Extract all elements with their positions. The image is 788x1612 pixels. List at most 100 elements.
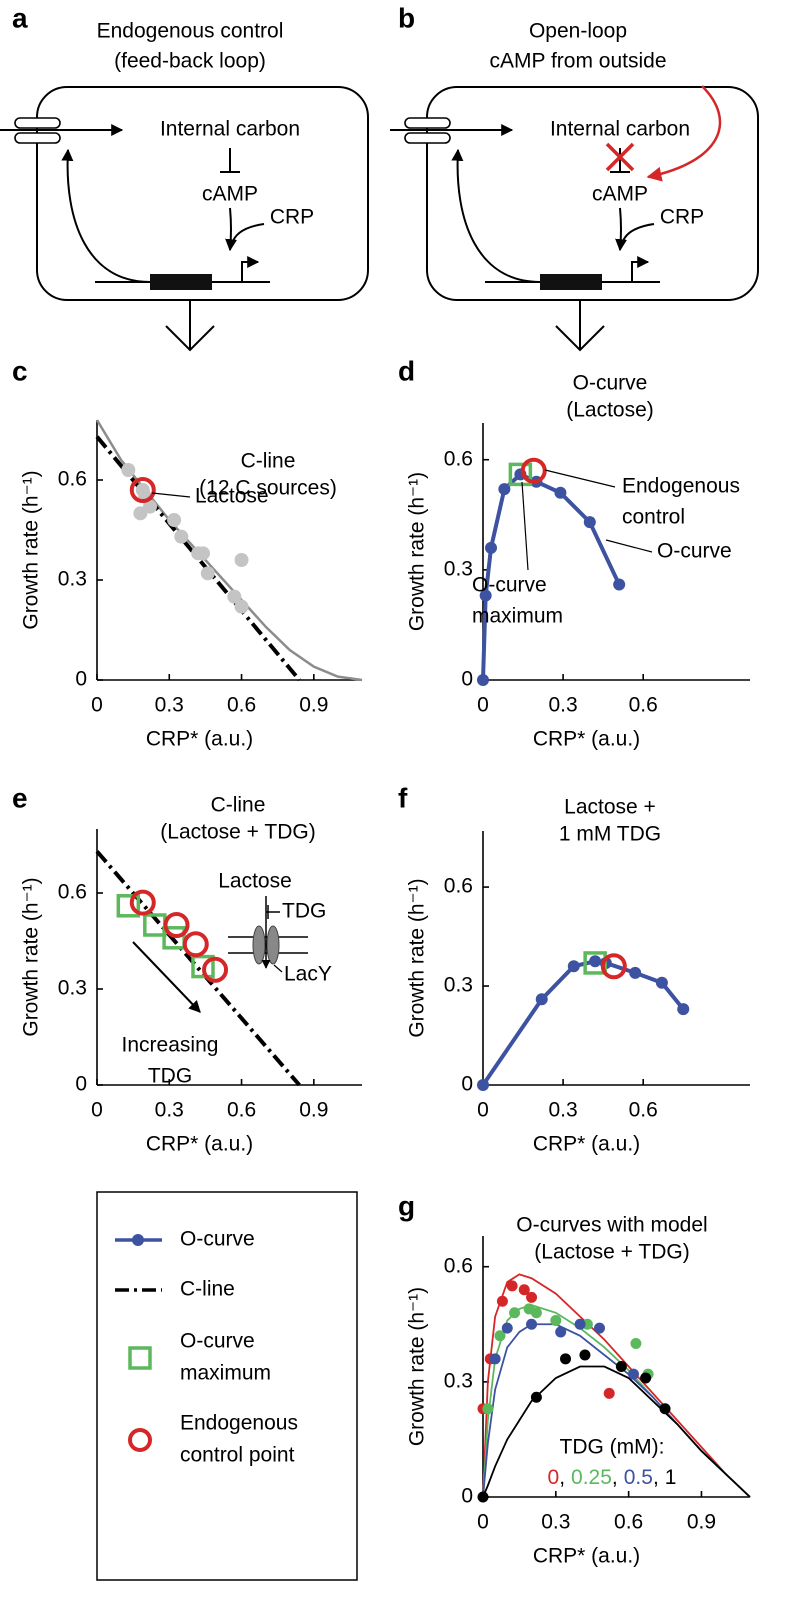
data-point [627,1368,639,1380]
node-label: Internal carbon [160,118,300,141]
leader-line [151,492,191,498]
control-marker [163,912,190,938]
chart-title: 1 mM TDG [559,823,661,846]
y-axis-label: Growth rate (h⁻¹) [406,1287,429,1446]
data-point [518,1284,530,1296]
leader-line [605,539,653,553]
data-point [555,1326,567,1338]
y-tick-label: 0.3 [58,977,87,1000]
data-point [613,578,626,591]
legend-label: 0 [548,1466,560,1489]
x-tick-label: 0.6 [629,1099,658,1122]
cell [426,86,759,301]
lacy [266,925,280,965]
legend-box [96,1191,358,1581]
red-cross [605,142,635,172]
y-tick-label: 0 [461,1073,473,1096]
chart-title: Lactose + [564,796,656,819]
x-tick-label: 0 [477,694,489,717]
curve [481,959,685,1087]
annotation: Lactose [218,870,292,893]
x-tick-label: 0.6 [227,1099,256,1122]
panel-letter: f [398,782,408,813]
panel-letter: c [12,355,28,386]
diagram-a: a Endogenous control (feed-back loop) In… [0,2,369,352]
data-point [535,993,548,1006]
annotation: TDG [148,1065,192,1088]
diagram-title: Endogenous control [97,20,284,43]
data-point [234,599,249,614]
maximum-marker [162,926,186,950]
lacy-inset [228,896,308,973]
data-point [554,486,567,499]
promoter [241,256,260,282]
data-point [477,1491,489,1503]
legend-label: O-curve [180,1228,255,1251]
data-point [629,966,642,979]
hollow-arrow [165,325,215,352]
data-point [640,1372,652,1384]
x-axis-label: CRP* (a.u.) [146,728,253,751]
leader-line [544,469,616,488]
data-point [477,674,489,686]
data-point [677,1003,690,1016]
y-axis-label: Growth rate (h⁻¹) [20,470,43,629]
data-point [603,1387,615,1399]
diagram-b: b Open-loop cAMP from outside Internal c… [390,2,759,352]
node-label: CRP [270,206,314,229]
hollow-arrow [555,325,605,352]
annotation: maximum [472,605,563,628]
data-point [498,483,511,496]
legend-title: TDG (mM): [560,1436,665,1459]
y-tick-label: 0.3 [444,974,473,997]
y-tick-label: 0.3 [58,568,87,591]
data-point [496,1295,508,1307]
y-tick-label: 0 [461,1485,473,1508]
data-point [655,976,668,989]
model-curve [482,1365,751,1498]
control-marker [520,457,547,484]
x-axis-label: CRP* (a.u.) [533,1545,640,1568]
panel-letter: b [398,2,415,33]
chart-title: O-curves with model [516,1214,707,1237]
chart-title: (12 C sources) [199,477,337,500]
x-tick-label: 0.6 [614,1511,643,1534]
data-point [526,1291,538,1303]
node-label: cAMP [202,183,258,206]
y-tick-label: 0.6 [444,875,473,898]
data-point [501,1322,513,1334]
legend-label: control point [180,1444,295,1467]
node-label: cAMP [592,183,648,206]
feedback-arrow [61,148,151,283]
panel-letter: e [12,782,28,813]
transporter [404,117,451,129]
leader [273,964,283,973]
legend-label: maximum [180,1362,271,1385]
data-point [509,1307,521,1319]
legend-separator: , [612,1466,618,1489]
data-point [506,1280,518,1292]
data-point [560,1353,572,1365]
chart-title: (Lactose) [566,399,654,422]
data-point [659,1403,671,1415]
legend-swatch [132,1234,144,1246]
data-point [574,1318,586,1330]
maximum-marker [191,954,215,979]
promoter [631,256,650,282]
maximum-marker [116,894,141,918]
y-axis-label: Growth rate (h⁻¹) [406,472,429,631]
y-tick-label: 0 [461,668,473,691]
legend-label: 1 [665,1466,677,1489]
data-point [579,1349,591,1361]
legend-label: 0.25 [571,1466,612,1489]
x-axis-label: CRP* (a.u.) [533,1133,640,1156]
chart-title: (Lactose + TDG) [534,1241,689,1264]
transporter [404,132,451,144]
annotation: Lactose [195,485,269,508]
data-point [477,1079,489,1091]
data-point [594,1322,606,1334]
gene [150,274,212,290]
transporter [14,117,61,129]
x-tick-label: 0.3 [541,1511,570,1534]
x-tick-label: 0.3 [155,1099,184,1122]
